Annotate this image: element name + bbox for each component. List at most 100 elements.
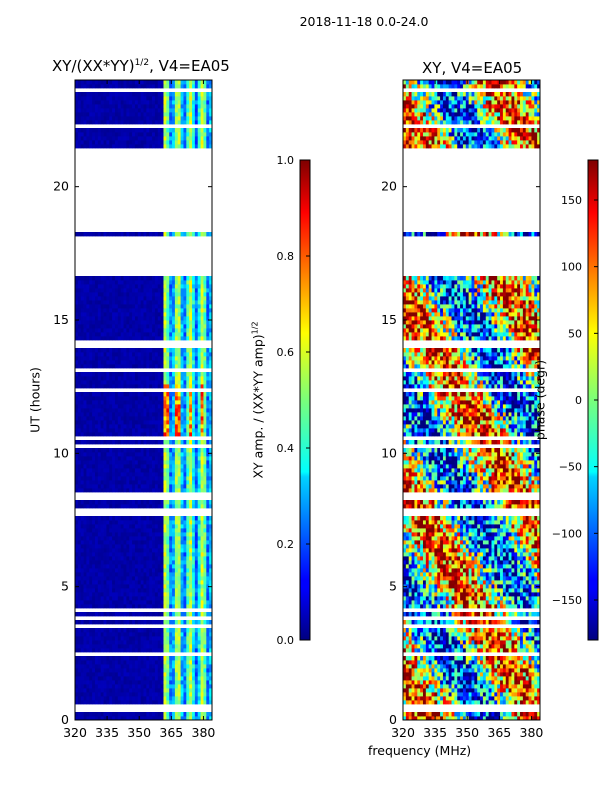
amp-cell <box>132 400 136 405</box>
amp-cell <box>177 292 182 297</box>
amp-cell <box>203 636 207 641</box>
amp-cell <box>106 560 110 565</box>
amp-cell <box>94 636 99 641</box>
amp-cell <box>174 132 179 137</box>
amp-cell <box>83 380 87 385</box>
amp-cell <box>143 688 147 693</box>
amp-cell <box>77 284 82 289</box>
amp-cell <box>174 348 179 353</box>
amp-cell <box>209 400 212 405</box>
amp-cell <box>109 572 113 577</box>
amp-cell <box>180 408 184 413</box>
amp-cell <box>194 712 199 717</box>
amp-cell <box>137 656 142 661</box>
amp-cell <box>134 480 139 485</box>
amp-cell <box>83 452 87 457</box>
amp-cell <box>180 380 184 385</box>
amp-cell <box>100 428 104 433</box>
amp-cell <box>143 544 147 549</box>
amp-cell <box>109 348 113 353</box>
amp-cell <box>169 604 173 609</box>
amp-cell <box>157 140 162 145</box>
amp-cell <box>169 316 173 321</box>
amp-cell <box>200 588 204 593</box>
amp-cell <box>92 580 96 585</box>
amp-cell <box>186 480 190 485</box>
amp-cell <box>189 404 193 409</box>
amp-cell <box>80 668 84 673</box>
amp-cell <box>94 276 99 281</box>
amp-cell <box>206 356 210 361</box>
amp-cell <box>83 544 87 549</box>
amp-cell <box>154 604 159 609</box>
amp-cell <box>206 364 210 369</box>
amp-cell <box>75 376 79 381</box>
amp-cell <box>134 140 139 145</box>
amp-cell <box>129 276 133 281</box>
amp-cell <box>94 664 99 669</box>
amp-cell <box>180 400 184 405</box>
amp-cell <box>160 320 164 325</box>
amp-cell <box>114 312 119 317</box>
amp-cell <box>169 568 173 573</box>
amp-cell <box>152 632 156 637</box>
amp-cell <box>83 360 87 365</box>
amp-cell <box>143 464 147 469</box>
amp-cell <box>146 612 150 617</box>
amp-cell <box>129 372 133 377</box>
amp-cell <box>126 632 130 637</box>
amp-cell <box>123 540 127 545</box>
amp-cell <box>106 564 110 569</box>
amp-cell <box>157 620 162 625</box>
amp-cell <box>89 328 93 333</box>
amp-cell <box>143 428 147 433</box>
amp-cell <box>75 680 79 685</box>
amp-cell <box>192 696 196 701</box>
amp-cell <box>194 516 199 521</box>
amp-cell <box>186 644 190 649</box>
amp-cell <box>177 140 182 145</box>
amp-cell <box>192 408 196 413</box>
amp-cell <box>152 404 156 409</box>
amp-cell <box>112 280 116 285</box>
amp-cell <box>160 548 164 553</box>
amp-cell <box>89 292 93 297</box>
amp-cell <box>77 372 82 377</box>
amp-cell <box>203 284 207 289</box>
amp-cell <box>143 132 147 137</box>
amp-cell <box>166 716 170 720</box>
amp-cell <box>140 408 144 413</box>
amp-cell <box>160 644 164 649</box>
amp-cell <box>120 328 124 333</box>
amp-cell <box>89 664 93 669</box>
amp-cell <box>186 276 190 281</box>
amp-cell <box>177 324 182 329</box>
amp-cell <box>203 460 207 465</box>
amp-cell <box>114 232 119 237</box>
amp-cell <box>75 328 79 333</box>
amp-cell <box>163 716 167 720</box>
amp-cell <box>203 628 207 633</box>
amp-cell <box>137 692 142 697</box>
amp-cell <box>209 556 212 561</box>
amp-cell <box>117 568 122 573</box>
amp-cell <box>134 136 139 141</box>
amp-cell <box>200 532 204 537</box>
amp-cell <box>140 400 144 405</box>
amp-cell <box>200 552 204 557</box>
amp-cell <box>197 332 201 337</box>
amp-cell <box>100 400 104 405</box>
amp-cell <box>132 540 136 545</box>
amp-cell <box>75 712 79 717</box>
amp-cell <box>160 412 164 417</box>
amp-cell <box>146 680 150 685</box>
amp-cell <box>126 552 130 557</box>
amp-cell <box>157 672 162 677</box>
amp-cell <box>129 592 133 597</box>
amp-cell <box>192 560 196 565</box>
amp-cell <box>106 132 110 137</box>
amp-cell <box>206 472 210 477</box>
amp-cell <box>200 612 204 617</box>
amp-cell <box>149 232 153 237</box>
amp-cell <box>114 524 119 529</box>
